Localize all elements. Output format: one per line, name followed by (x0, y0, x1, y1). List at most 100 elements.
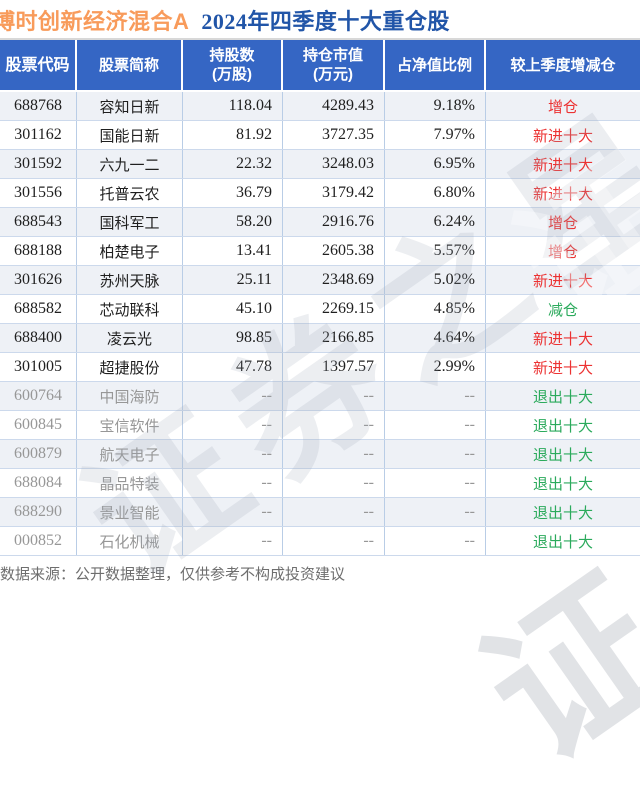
market-value-cell: 2269.15 (283, 295, 385, 323)
stock-code-cell: 301626 (0, 266, 77, 294)
shares-held-cell: 81.92 (183, 121, 283, 149)
net-value-ratio-cell: -- (385, 498, 486, 526)
market-value-cell: -- (283, 527, 385, 555)
stock-code-cell: 688543 (0, 208, 77, 236)
header-shares-held: 持股数 (万股) (183, 40, 283, 90)
market-value-cell: 3727.35 (283, 121, 385, 149)
shares-held-cell: 58.20 (183, 208, 283, 236)
market-value-cell: 2605.38 (283, 237, 385, 265)
shares-held-cell: -- (183, 382, 283, 410)
stock-code-cell: 301005 (0, 353, 77, 381)
position-change-cell: 退出十大 (532, 533, 593, 551)
stock-name-cell: 航天电子 (77, 440, 183, 468)
net-value-ratio-cell: 6.24% (385, 208, 486, 236)
net-value-ratio-cell: 5.57% (385, 237, 486, 265)
shares-held-cell: 45.10 (183, 295, 283, 323)
stock-name-cell: 芯动联科 (77, 295, 183, 323)
table-row: 688582 芯动联科 45.10 2269.15 4.85% 减仓 (0, 295, 640, 324)
position-change-cell: 增仓 (547, 243, 578, 261)
fund-name: 博时创新经济混合A (0, 9, 190, 34)
table-row: 301005 超捷股份 47.78 1397.57 2.99% 新进十大 (0, 353, 640, 382)
shares-held-cell: 36.79 (183, 179, 283, 207)
net-value-ratio-cell: 4.64% (385, 324, 486, 352)
stock-code-cell: 600845 (0, 411, 77, 439)
shares-held-cell: 13.41 (183, 237, 283, 265)
table-row: 301556 托普云农 36.79 3179.42 6.80% 新进十大 (0, 179, 640, 208)
shares-held-cell: -- (183, 411, 283, 439)
table-row: 688188 柏楚电子 13.41 2605.38 5.57% 增仓 (0, 237, 640, 266)
stock-name-cell: 宝信软件 (77, 411, 183, 439)
market-value-cell: 2916.76 (283, 208, 385, 236)
stock-code-cell: 688582 (0, 295, 77, 323)
position-change-cell: 退出十大 (532, 504, 593, 522)
position-change-cell: 新进十大 (532, 185, 593, 203)
net-value-ratio-cell: -- (385, 527, 486, 555)
table-row: 600845 宝信软件 -- -- -- 退出十大 (0, 411, 640, 440)
position-change-cell: 增仓 (547, 98, 578, 116)
net-value-ratio-cell: 5.02% (385, 266, 486, 294)
header-market-value: 持仓市值 (万元) (283, 40, 385, 90)
stock-name-cell: 国科军工 (77, 208, 183, 236)
header-stock-code: 股票代码 (0, 40, 77, 90)
table-row: 688400 凌云光 98.85 2166.85 4.64% 新进十大 (0, 324, 640, 353)
shares-held-cell: 25.11 (183, 266, 283, 294)
holdings-table: 股票代码 股票简称 持股数 (万股) 持仓市值 (万元) 占净值比例 较上季度增… (0, 38, 640, 556)
net-value-ratio-cell: -- (385, 411, 486, 439)
market-value-cell: 2348.69 (283, 266, 385, 294)
stock-name-cell: 晶品特装 (77, 469, 183, 497)
position-change-cell: 增仓 (547, 214, 578, 232)
data-source-note: 数据来源：公开数据整理，仅供参考不构成投资建议 (0, 566, 346, 583)
table-body: 688768 容知日新 118.04 4289.43 9.18% 增仓 3011… (0, 92, 640, 556)
table-row: 000852 石化机械 -- -- -- 退出十大 (0, 527, 640, 556)
net-value-ratio-cell: -- (385, 440, 486, 468)
stock-code-cell: 688290 (0, 498, 77, 526)
market-value-cell: -- (283, 498, 385, 526)
header-stock-name: 股票简称 (77, 40, 183, 90)
table-row: 301162 国能日新 81.92 3727.35 7.97% 新进十大 (0, 121, 640, 150)
market-value-cell: -- (283, 440, 385, 468)
shares-held-cell: -- (183, 527, 283, 555)
position-change-cell: 新进十大 (532, 272, 593, 290)
stock-name-cell: 国能日新 (77, 121, 183, 149)
stock-code-cell: 688400 (0, 324, 77, 352)
stock-name-cell: 凌云光 (77, 324, 183, 352)
position-change-cell: 新进十大 (532, 127, 593, 145)
shares-held-cell: 47.78 (183, 353, 283, 381)
market-value-cell: -- (283, 411, 385, 439)
net-value-ratio-cell: 4.85% (385, 295, 486, 323)
report-title: 2024年四季度十大重仓股 (201, 9, 450, 34)
shares-held-cell: 98.85 (183, 324, 283, 352)
table-row: 688290 景业智能 -- -- -- 退出十大 (0, 498, 640, 527)
table-row: 688084 晶品特装 -- -- -- 退出十大 (0, 469, 640, 498)
stock-code-cell: 301592 (0, 150, 77, 178)
shares-held-cell: 22.32 (183, 150, 283, 178)
market-value-cell: 3179.42 (283, 179, 385, 207)
header-net-value-ratio: 占净值比例 (385, 40, 486, 90)
stock-code-cell: 301162 (0, 121, 77, 149)
market-value-cell: 2166.85 (283, 324, 385, 352)
position-change-cell: 新进十大 (532, 156, 593, 174)
table-row: 688768 容知日新 118.04 4289.43 9.18% 增仓 (0, 92, 640, 121)
net-value-ratio-cell: 6.80% (385, 179, 486, 207)
stock-name-cell: 石化机械 (77, 527, 183, 555)
stock-code-cell: 600764 (0, 382, 77, 410)
stock-code-cell: 688188 (0, 237, 77, 265)
stock-name-cell: 托普云农 (77, 179, 183, 207)
net-value-ratio-cell: -- (385, 382, 486, 410)
stock-code-cell: 688084 (0, 469, 77, 497)
position-change-cell: 减仓 (547, 301, 578, 319)
stock-name-cell: 柏楚电子 (77, 237, 183, 265)
net-value-ratio-cell: 6.95% (385, 150, 486, 178)
stock-code-cell: 600879 (0, 440, 77, 468)
position-change-cell: 退出十大 (532, 446, 593, 464)
net-value-ratio-cell: -- (385, 469, 486, 497)
stock-name-cell: 六九一二 (77, 150, 183, 178)
page-title: 博时创新经济混合A 2024年四季度十大重仓股 (0, 4, 450, 36)
market-value-cell: -- (283, 382, 385, 410)
market-value-cell: 3248.03 (283, 150, 385, 178)
market-value-cell: 1397.57 (283, 353, 385, 381)
stock-name-cell: 景业智能 (77, 498, 183, 526)
table-row: 600879 航天电子 -- -- -- 退出十大 (0, 440, 640, 469)
position-change-cell: 退出十大 (532, 417, 593, 435)
stock-name-cell: 中国海防 (77, 382, 183, 410)
